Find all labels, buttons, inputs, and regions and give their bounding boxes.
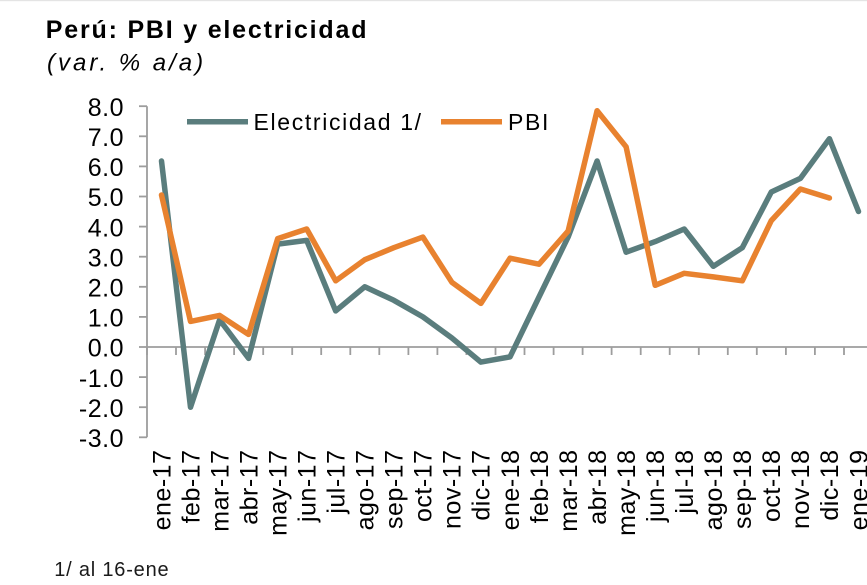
svg-text:jun-18: jun-18 bbox=[642, 450, 670, 524]
svg-text:jul-18: jul-18 bbox=[671, 450, 699, 515]
svg-text:ago-17: ago-17 bbox=[352, 450, 380, 531]
svg-text:feb-18: feb-18 bbox=[526, 450, 554, 524]
svg-text:mar-18: mar-18 bbox=[555, 450, 583, 532]
svg-text:abr-17: abr-17 bbox=[235, 450, 263, 525]
svg-text:feb-17: feb-17 bbox=[177, 450, 205, 524]
svg-text:0.0: 0.0 bbox=[88, 335, 124, 363]
svg-text:PBI: PBI bbox=[508, 109, 550, 135]
svg-text:1/ al 16-ene: 1/ al 16-ene bbox=[54, 559, 169, 581]
svg-text:dic-18: dic-18 bbox=[816, 450, 844, 521]
svg-text:may-18: may-18 bbox=[613, 450, 641, 536]
svg-text:7.0: 7.0 bbox=[88, 124, 124, 152]
svg-text:1.0: 1.0 bbox=[88, 305, 124, 333]
svg-text:sep-17: sep-17 bbox=[381, 450, 409, 529]
svg-text:-1.0: -1.0 bbox=[79, 365, 124, 393]
svg-text:oct-17: oct-17 bbox=[410, 450, 438, 522]
svg-text:4.0: 4.0 bbox=[88, 214, 124, 242]
svg-text:sep-18: sep-18 bbox=[729, 450, 757, 529]
svg-text:5.0: 5.0 bbox=[88, 184, 124, 212]
svg-text:dic-17: dic-17 bbox=[468, 450, 496, 521]
svg-text:nov-18: nov-18 bbox=[787, 450, 815, 529]
svg-text:Electricidad 1/: Electricidad 1/ bbox=[254, 109, 423, 135]
svg-text:oct-18: oct-18 bbox=[758, 450, 786, 522]
svg-text:nov-17: nov-17 bbox=[439, 450, 467, 529]
svg-text:jun-17: jun-17 bbox=[294, 450, 322, 524]
svg-text:jul-17: jul-17 bbox=[323, 450, 351, 515]
svg-text:3.0: 3.0 bbox=[88, 244, 124, 272]
svg-text:(var. % a/a): (var. % a/a) bbox=[47, 49, 206, 76]
svg-text:ene-18: ene-18 bbox=[497, 450, 525, 531]
svg-text:6.0: 6.0 bbox=[88, 154, 124, 182]
svg-text:-2.0: -2.0 bbox=[79, 395, 124, 423]
svg-text:Perú: PBI y electricidad: Perú: PBI y electricidad bbox=[46, 16, 368, 44]
svg-text:may-17: may-17 bbox=[265, 450, 293, 536]
svg-text:mar-17: mar-17 bbox=[206, 450, 234, 532]
svg-text:2.0: 2.0 bbox=[88, 275, 124, 303]
svg-text:abr-18: abr-18 bbox=[584, 450, 612, 525]
svg-text:ene-17: ene-17 bbox=[148, 450, 176, 531]
svg-text:-3.0: -3.0 bbox=[79, 425, 124, 453]
svg-text:8.0: 8.0 bbox=[88, 94, 124, 122]
svg-text:ago-18: ago-18 bbox=[700, 450, 728, 531]
svg-text:ene-19: ene-19 bbox=[845, 450, 867, 531]
